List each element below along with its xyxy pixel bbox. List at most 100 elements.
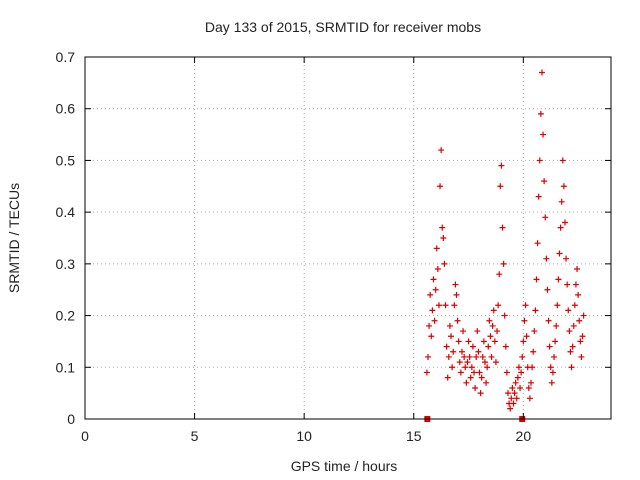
data-point: [492, 359, 499, 366]
plot-frame: [84, 56, 612, 420]
data-point: [549, 369, 556, 376]
axis-ticks: [84, 56, 611, 420]
data-point: [514, 374, 521, 381]
data-point: [478, 374, 485, 381]
data-point: [498, 162, 505, 169]
data-point: [560, 183, 567, 190]
data-point: [545, 317, 552, 324]
data-point: [457, 369, 464, 376]
data-point: [509, 384, 516, 391]
data-point: [521, 317, 528, 324]
data-point: [513, 395, 520, 402]
data-point: [544, 286, 551, 293]
data-point: [538, 69, 545, 76]
data-point: [430, 276, 437, 283]
data-point: [441, 260, 448, 267]
data-point: [565, 307, 572, 314]
data-point: [434, 266, 441, 273]
data-point: [515, 364, 522, 371]
data-point: [526, 395, 533, 402]
chart-title: Day 133 of 2015, SRMTID for receiver mob…: [205, 19, 481, 35]
data-point: [499, 224, 506, 231]
data-point: [523, 333, 530, 340]
data-point: [540, 131, 547, 138]
data-point: [467, 374, 474, 381]
data-point: [564, 281, 571, 288]
data-point: [528, 379, 535, 386]
data-point: [497, 183, 504, 190]
data-point: [495, 302, 502, 309]
data-point: [487, 333, 494, 340]
data-point: [477, 390, 484, 397]
y-tick-label: 0: [67, 411, 75, 427]
data-point: [568, 364, 575, 371]
data-point: [469, 343, 476, 350]
y-tick-label: 0.6: [56, 101, 76, 117]
grid-lines: [85, 57, 611, 419]
y-tick-label: 0.4: [56, 204, 76, 220]
data-point: [481, 359, 488, 366]
data-point: [551, 353, 558, 360]
data-point: [530, 348, 537, 355]
data-point: [423, 369, 430, 376]
data-point: [432, 286, 439, 293]
data-point: [546, 343, 553, 350]
data-point: [518, 369, 525, 376]
data-point: [475, 348, 482, 355]
data-point: [489, 322, 496, 329]
data-point: [503, 369, 510, 376]
data-point: [427, 291, 434, 298]
data-point: [578, 353, 585, 360]
data-point: [501, 312, 508, 319]
y-tick-label: 0.1: [56, 359, 76, 375]
x-tick-label: 10: [296, 428, 312, 444]
y-axis-label: SRMTID / TECUs: [6, 183, 22, 293]
data-point: [519, 353, 526, 360]
data-point: [455, 338, 462, 345]
data-point: [510, 400, 517, 407]
data-point: [543, 255, 550, 262]
data-point: [579, 333, 586, 340]
data-point: [461, 353, 468, 360]
data-point: [480, 338, 487, 345]
data-point: [511, 390, 518, 397]
data-point: [431, 317, 438, 324]
data-point: [426, 322, 433, 329]
data-point: [446, 322, 453, 329]
x-tick-labels: 0 5 10 15 20: [81, 428, 531, 444]
data-point: [476, 369, 483, 376]
data-point: [451, 302, 458, 309]
data-point: [445, 353, 452, 360]
data-point: [534, 240, 541, 247]
y-tick-label: 0.5: [56, 152, 76, 168]
data-point: [577, 338, 584, 345]
data-point: [496, 271, 503, 278]
data-point: [483, 379, 490, 386]
data-point: [454, 317, 461, 324]
data-point: [442, 302, 449, 309]
data-point: [438, 147, 445, 154]
data-point: [464, 359, 471, 366]
data-point: [504, 390, 511, 397]
data-point: [486, 317, 493, 324]
data-point: [507, 405, 514, 412]
data-point: [575, 291, 582, 298]
x-tick-label: 15: [406, 428, 422, 444]
x-tick-label: 20: [516, 428, 532, 444]
data-point: [449, 364, 456, 371]
y-tick-label: 0.3: [56, 256, 76, 272]
data-point: [547, 364, 554, 371]
x-tick-label: 0: [81, 428, 89, 444]
y-tick-label: 0.2: [56, 308, 76, 324]
data-point: [488, 353, 495, 360]
data-point: [466, 353, 473, 360]
data-point: [561, 219, 568, 226]
data-point: [465, 338, 472, 345]
data-point: [542, 214, 549, 221]
data-point: [531, 328, 538, 335]
data-point: [512, 379, 519, 386]
y-tick-label: 0.7: [56, 49, 76, 65]
data-point: [502, 343, 509, 350]
data-point: [576, 317, 583, 324]
